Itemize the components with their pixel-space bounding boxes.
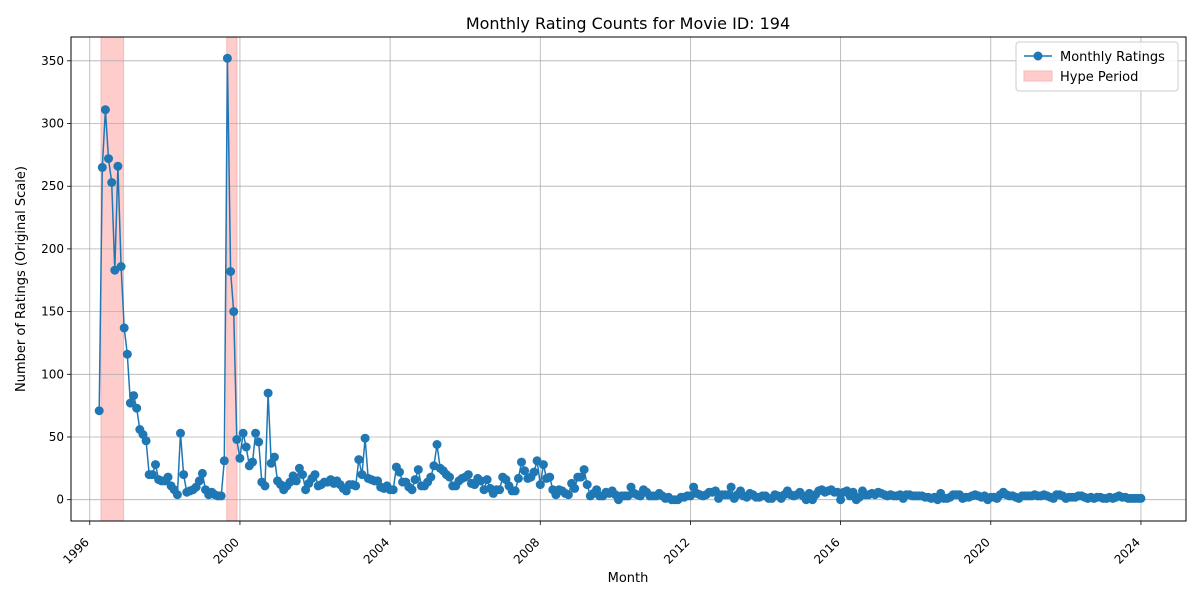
data-point: [269, 452, 279, 462]
data-point: [579, 465, 589, 475]
data-point: [241, 442, 251, 452]
data-point: [197, 468, 207, 478]
data-point: [172, 490, 182, 500]
data-point: [100, 105, 110, 115]
legend-marker-swatch: [1033, 51, 1043, 61]
data-point: [254, 437, 264, 447]
data-point: [116, 262, 126, 271]
data-point: [510, 486, 520, 496]
data-point: [298, 470, 307, 480]
data-point: [232, 435, 242, 444]
data-point: [163, 472, 173, 482]
data-point: [354, 455, 364, 465]
data-point: [104, 154, 113, 164]
data-point: [495, 485, 505, 495]
data-point: [94, 406, 104, 416]
data-point: [848, 487, 858, 497]
data-point: [395, 467, 404, 477]
data-point: [248, 457, 257, 467]
data-point: [482, 475, 492, 485]
data-point: [119, 323, 129, 333]
data-point: [125, 398, 135, 408]
legend: Monthly Ratings Hype Period: [1015, 41, 1179, 92]
data-point: [122, 349, 132, 359]
chart-title: Monthly Rating Counts for Movie ID: 194: [466, 14, 790, 33]
data-point: [176, 428, 185, 438]
data-point: [432, 440, 442, 449]
data-point: [141, 436, 151, 446]
data-point: [576, 472, 586, 482]
data-point: [129, 391, 139, 401]
data-point: [132, 403, 142, 413]
y-tick-label: 150: [41, 305, 64, 319]
data-point: [151, 460, 160, 470]
legend-label-hype-period: Hype Period: [1060, 70, 1138, 85]
y-tick-label: 300: [41, 117, 64, 131]
data-point: [310, 470, 320, 480]
data-point: [216, 491, 226, 501]
data-point: [410, 475, 420, 485]
data-point: [107, 178, 117, 187]
data-point: [113, 161, 123, 171]
y-axis-label: Number of Ratings (Original Scale): [14, 166, 29, 392]
legend-patch-swatch: [1023, 70, 1053, 82]
y-tick-label: 50: [49, 430, 64, 444]
data-point: [351, 481, 361, 491]
data-point: [413, 465, 423, 475]
data-point: [517, 457, 526, 467]
data-point: [726, 482, 736, 492]
data-point: [426, 472, 436, 482]
data-point: [194, 476, 204, 486]
data-point: [229, 307, 239, 317]
data-point: [179, 470, 189, 480]
data-point: [833, 487, 842, 497]
legend-box: [1015, 41, 1179, 92]
data-point: [445, 472, 454, 482]
y-tick-label: 350: [41, 54, 64, 68]
data-point: [513, 473, 523, 483]
data-point: [520, 466, 530, 476]
y-tick-label: 100: [41, 367, 64, 381]
data-point: [463, 470, 473, 480]
data-point: [563, 490, 573, 500]
x-axis-label: Month: [608, 571, 649, 586]
data-point: [545, 472, 555, 482]
legend-label-monthly-ratings: Monthly Ratings: [1060, 50, 1165, 65]
data-point: [535, 480, 545, 490]
data-point: [529, 467, 539, 477]
data-point: [219, 456, 229, 466]
data-point: [407, 485, 417, 495]
y-tick-label: 250: [41, 179, 64, 193]
data-point: [235, 453, 245, 463]
data-point: [251, 428, 261, 438]
y-tick-label: 0: [56, 493, 64, 507]
data-point: [260, 481, 270, 491]
data-point: [1136, 493, 1146, 503]
series-group: [94, 53, 1146, 505]
data-point: [570, 483, 580, 493]
y-tick-label: 200: [41, 242, 64, 256]
data-point: [582, 480, 592, 490]
data-point: [263, 388, 273, 398]
y-axis-ticks: 0 50 100 150 200 250 300 350: [41, 54, 71, 507]
data-point: [97, 162, 107, 172]
data-point: [291, 476, 301, 486]
data-point: [147, 470, 157, 480]
data-point: [538, 460, 548, 470]
data-point: [238, 428, 248, 438]
data-point: [836, 495, 846, 505]
axes-frame: [70, 36, 1187, 522]
data-point: [226, 267, 236, 276]
data-point: [388, 485, 398, 495]
data-point: [222, 53, 232, 63]
data-point: [360, 433, 370, 443]
